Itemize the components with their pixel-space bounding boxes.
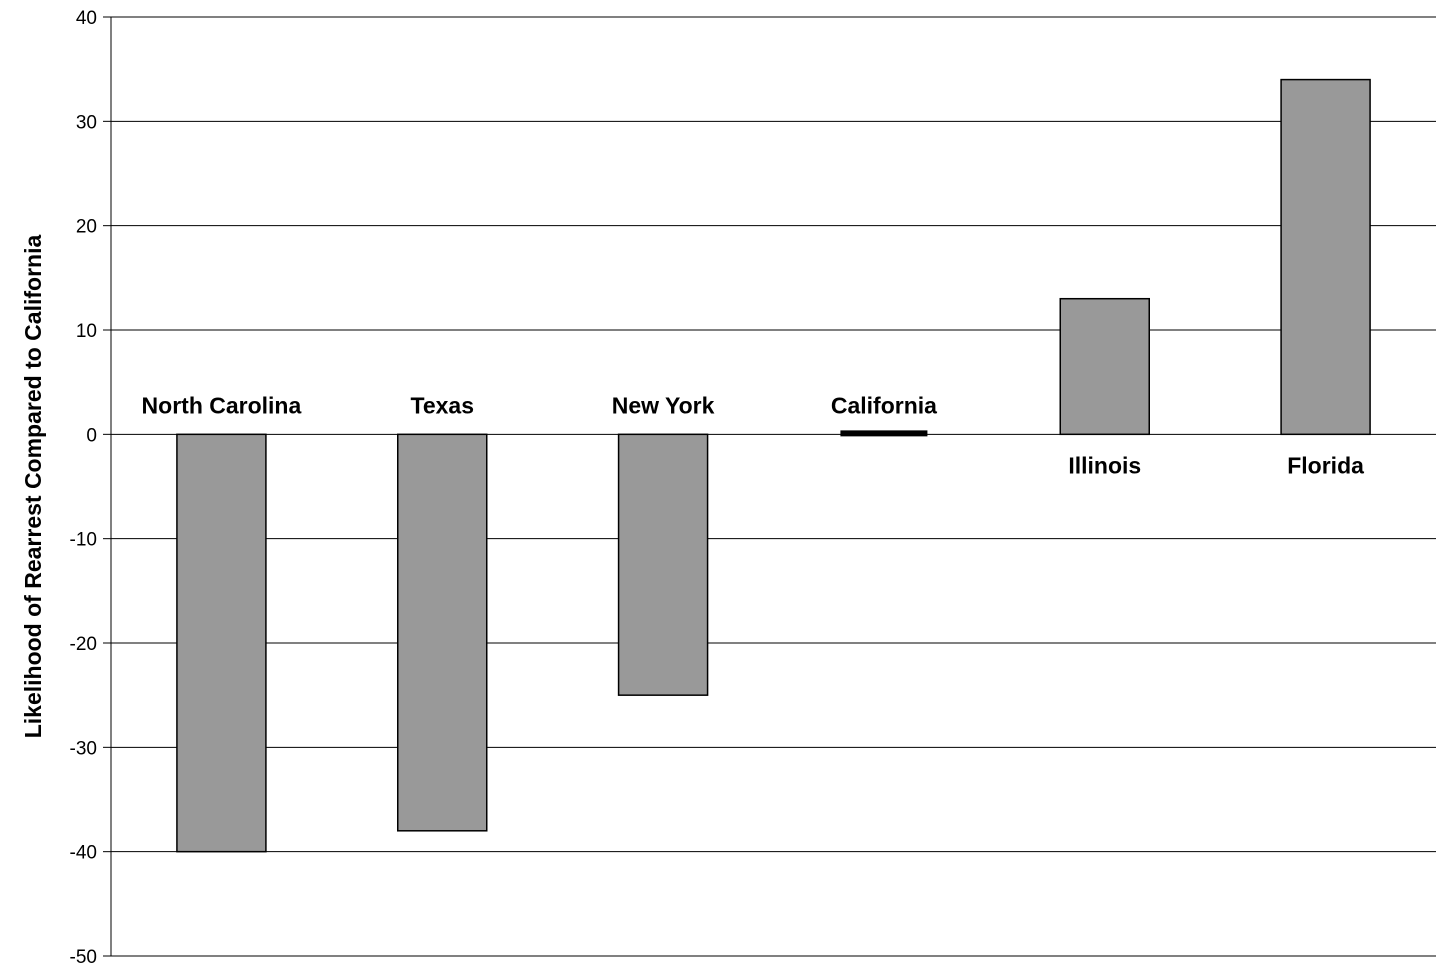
category-label: Texas [410,392,474,418]
y-axis-title: Likelihood of Rearrest Compared to Calif… [20,235,46,739]
y-axis: 40 30 20 10 0 -10 -20 -30 -40 -50 [70,8,112,966]
y-tick-label: -20 [70,634,97,655]
grid-lines [111,16,1436,957]
category-label: New York [612,392,715,418]
category-label: Florida [1287,452,1364,478]
y-tick-label: -30 [70,738,97,759]
bar [617,433,709,696]
y-tick-label: -50 [70,947,97,966]
category-label: Illinois [1068,452,1141,478]
category-label: North Carolina [142,392,302,418]
y-tick-label: 40 [76,8,97,29]
category-label: California [831,392,937,418]
bar [1059,297,1150,436]
bar [1280,78,1371,436]
bars [176,78,1371,853]
y-tick-label: 0 [86,425,97,446]
bar [176,433,267,853]
y-tick-label: 10 [76,321,97,342]
y-tick-label: 30 [76,112,97,133]
y-tick-label: 20 [76,217,97,238]
y-tick-label: -40 [70,843,97,864]
category-labels: North Carolina Texas New York California Ill… [142,392,1365,478]
bar [397,433,488,832]
y-tick-label: -10 [70,530,97,551]
